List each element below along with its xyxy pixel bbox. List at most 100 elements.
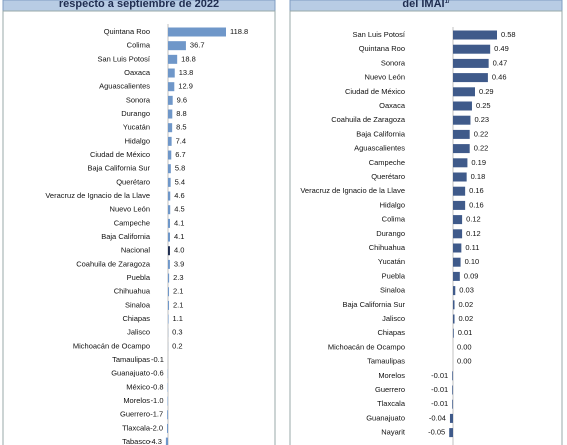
value-label: 4.6 — [174, 191, 184, 200]
bar — [168, 27, 226, 37]
category-label: Baja California Sur — [342, 300, 405, 309]
bar — [168, 259, 170, 269]
category-label: Colima — [382, 215, 406, 224]
value-label: -0.01 — [431, 371, 448, 380]
value-label: 3.9 — [174, 259, 184, 268]
category-label: Michoacán de Ocampo — [73, 341, 150, 350]
value-label: 0.11 — [465, 243, 479, 252]
bar — [168, 314, 169, 324]
bar — [453, 158, 468, 168]
bar — [453, 101, 472, 111]
category-label: Hidalgo — [380, 200, 405, 209]
value-label: -0.8 — [151, 382, 164, 391]
value-label: 0.2 — [172, 341, 182, 350]
category-label: Sonora — [126, 95, 151, 104]
value-label: 8.8 — [176, 109, 186, 118]
value-label: -1.0 — [151, 396, 164, 405]
value-label: -0.6 — [151, 369, 164, 378]
value-label: 0.02 — [459, 300, 474, 309]
category-label: Chiapas — [122, 314, 150, 323]
category-label: Coahuila de Zaragoza — [76, 259, 151, 268]
category-label: Durango — [376, 229, 405, 238]
bar — [453, 129, 470, 139]
bar — [168, 109, 173, 119]
bar — [453, 300, 455, 310]
value-label: -0.01 — [431, 399, 448, 408]
value-label: -4.3 — [149, 437, 162, 445]
category-label: Querétaro — [371, 172, 405, 181]
category-label: Ciudad de México — [345, 87, 405, 96]
category-label: Chihuahua — [369, 243, 406, 252]
category-label: Aguascalientes — [354, 144, 405, 153]
bar — [165, 437, 168, 445]
value-label: 2.1 — [173, 300, 183, 309]
value-label: 8.5 — [176, 123, 186, 132]
value-label: -1.7 — [150, 410, 163, 419]
category-label: Nayarit — [381, 428, 406, 437]
category-label: Coahuila de Zaragoza — [331, 115, 406, 124]
bar — [168, 218, 171, 228]
category-label: Tlaxcala — [377, 399, 406, 408]
bar — [168, 150, 172, 160]
value-label: 6.7 — [175, 150, 185, 159]
chart-title: del IMAI1/ — [402, 0, 450, 10]
category-label: Tabasco — [122, 437, 150, 445]
category-label: Nuevo León — [365, 73, 405, 82]
category-label: Morelos — [378, 371, 405, 380]
bar — [453, 271, 460, 281]
bar — [453, 314, 455, 324]
category-label: Baja California — [356, 129, 406, 138]
value-label: 0.22 — [474, 144, 489, 153]
category-label: Guerrero — [375, 385, 405, 394]
bar — [449, 428, 453, 438]
value-label: 0.02 — [459, 314, 474, 323]
category-label: Veracruz de Ignacio de la Llave — [45, 191, 150, 200]
value-label: -0.05 — [428, 428, 445, 437]
value-label: 0.49 — [494, 44, 509, 53]
value-label: 0.12 — [466, 215, 481, 224]
category-label: Tlaxcala — [122, 423, 151, 432]
category-label: Sinaloa — [380, 286, 406, 295]
bar — [168, 287, 170, 297]
category-label: México — [126, 382, 150, 391]
bar — [168, 136, 172, 146]
bar — [168, 68, 175, 78]
category-label: Oaxaca — [379, 101, 406, 110]
category-label: Tamaulipas — [112, 355, 150, 364]
bar — [168, 41, 186, 51]
value-label: 0.12 — [466, 229, 481, 238]
value-label: 0.09 — [464, 271, 479, 280]
category-label: Campeche — [114, 218, 150, 227]
value-label: 0.00 — [457, 342, 472, 351]
bar — [453, 229, 463, 239]
bar — [167, 423, 168, 433]
value-label: 2.1 — [173, 287, 183, 296]
value-label: -0.1 — [151, 355, 164, 364]
title-note: 1/ — [445, 0, 450, 5]
value-label: 1.1 — [173, 314, 183, 323]
value-label: 0.47 — [493, 58, 508, 67]
panel — [289, 10, 563, 445]
category-label: Yucatán — [378, 257, 405, 266]
bar — [449, 413, 453, 423]
category-label: Guerrero — [120, 410, 150, 419]
bar — [168, 273, 170, 283]
bar — [168, 232, 171, 242]
bar — [168, 54, 178, 64]
category-label: San Luis Potosí — [352, 30, 405, 39]
bar — [168, 82, 175, 92]
category-label: Sinaloa — [125, 300, 151, 309]
value-label: 0.10 — [465, 257, 480, 266]
category-label: Chiapas — [377, 328, 405, 337]
value-label: 0.46 — [492, 73, 507, 82]
category-label: Michoacán de Ocampo — [328, 342, 405, 351]
bar — [453, 286, 456, 296]
value-label: 5.4 — [175, 177, 185, 186]
category-label: Aguascalientes — [99, 82, 150, 91]
panel — [2, 10, 276, 445]
category-label: Colima — [127, 41, 151, 50]
bar — [453, 115, 471, 125]
bar — [167, 410, 168, 420]
category-label: Quintana Roo — [104, 27, 150, 36]
